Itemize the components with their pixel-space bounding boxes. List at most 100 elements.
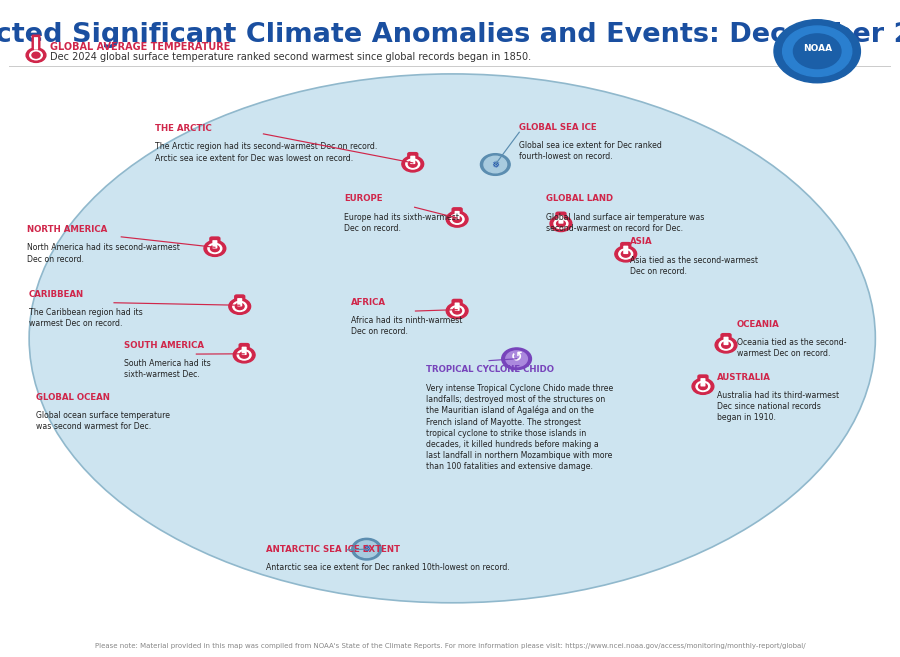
Circle shape xyxy=(550,215,572,231)
FancyBboxPatch shape xyxy=(454,211,460,219)
Text: Asia tied as the second-warmest
Dec on record.: Asia tied as the second-warmest Dec on r… xyxy=(630,256,758,276)
FancyBboxPatch shape xyxy=(700,378,706,386)
Text: ASIA: ASIA xyxy=(630,237,652,246)
Text: NORTH AMERICA: NORTH AMERICA xyxy=(27,225,107,235)
Circle shape xyxy=(446,303,468,319)
Circle shape xyxy=(453,216,462,222)
Circle shape xyxy=(446,212,468,227)
FancyBboxPatch shape xyxy=(234,294,246,308)
Text: OCEANIA: OCEANIA xyxy=(737,320,779,329)
Circle shape xyxy=(692,378,714,394)
FancyBboxPatch shape xyxy=(698,374,708,388)
Circle shape xyxy=(696,381,710,392)
FancyBboxPatch shape xyxy=(452,299,463,313)
Circle shape xyxy=(453,307,462,314)
Circle shape xyxy=(484,156,507,173)
Circle shape xyxy=(208,243,221,254)
Text: The Arctic region had its second-warmest Dec on record.
Arctic sea ice extent fo: The Arctic region had its second-warmest… xyxy=(156,143,378,162)
Circle shape xyxy=(450,306,464,316)
Text: Selected Significant Climate Anomalies and Events: December 2024: Selected Significant Climate Anomalies a… xyxy=(0,22,900,49)
Circle shape xyxy=(211,245,220,252)
Text: AFRICA: AFRICA xyxy=(351,298,385,307)
FancyBboxPatch shape xyxy=(620,242,632,256)
Text: Dec 2024 global surface temperature ranked second warmest since global records b: Dec 2024 global surface temperature rank… xyxy=(50,52,532,62)
Circle shape xyxy=(556,221,565,227)
Circle shape xyxy=(716,337,737,353)
FancyBboxPatch shape xyxy=(238,298,242,306)
Text: ❅: ❅ xyxy=(363,544,371,554)
Text: GLOBAL AVERAGE TEMPERATURE: GLOBAL AVERAGE TEMPERATURE xyxy=(50,42,230,52)
Text: ↺: ↺ xyxy=(511,350,522,365)
FancyBboxPatch shape xyxy=(623,246,628,254)
FancyBboxPatch shape xyxy=(558,215,563,223)
FancyBboxPatch shape xyxy=(32,34,40,51)
Text: Antarctic sea ice extent for Dec ranked 10th-lowest on record.: Antarctic sea ice extent for Dec ranked … xyxy=(266,563,510,572)
Text: Global sea ice extent for Dec ranked
fourth-lowest on record.: Global sea ice extent for Dec ranked fou… xyxy=(519,141,662,161)
Circle shape xyxy=(204,240,226,256)
Ellipse shape xyxy=(29,74,876,603)
Circle shape xyxy=(619,249,633,259)
Circle shape xyxy=(239,351,248,358)
Circle shape xyxy=(501,348,531,370)
Circle shape xyxy=(794,34,841,68)
Circle shape xyxy=(722,342,731,348)
Circle shape xyxy=(698,383,707,390)
Circle shape xyxy=(719,340,733,350)
Circle shape xyxy=(238,350,251,360)
FancyBboxPatch shape xyxy=(212,240,218,248)
FancyBboxPatch shape xyxy=(452,207,463,221)
Text: Australia had its third-warmest
Dec since national records
began in 1910.: Australia had its third-warmest Dec sinc… xyxy=(717,391,840,422)
Circle shape xyxy=(506,351,527,367)
Circle shape xyxy=(229,298,250,314)
Circle shape xyxy=(30,51,42,60)
Circle shape xyxy=(402,156,424,172)
Text: ANTARCTIC SEA ICE EXTENT: ANTARCTIC SEA ICE EXTENT xyxy=(266,545,400,554)
Text: GLOBAL LAND: GLOBAL LAND xyxy=(546,194,613,203)
Circle shape xyxy=(450,214,464,224)
FancyBboxPatch shape xyxy=(34,37,38,50)
Text: GLOBAL OCEAN: GLOBAL OCEAN xyxy=(36,393,110,402)
Text: Africa had its ninth-warmest
Dec on record.: Africa had its ninth-warmest Dec on reco… xyxy=(351,316,462,336)
Text: North America had its second-warmest
Dec on record.: North America had its second-warmest Dec… xyxy=(27,244,180,263)
FancyBboxPatch shape xyxy=(410,156,415,164)
Circle shape xyxy=(615,246,636,262)
Circle shape xyxy=(356,541,378,557)
Circle shape xyxy=(352,538,382,560)
Text: TROPICAL CYCLONE CHIDO: TROPICAL CYCLONE CHIDO xyxy=(426,365,554,374)
Text: EUROPE: EUROPE xyxy=(345,194,382,203)
Text: Global ocean surface temperature
was second warmest for Dec.: Global ocean surface temperature was sec… xyxy=(36,411,169,431)
Circle shape xyxy=(32,53,40,58)
Text: The Caribbean region had its
warmest Dec on record.: The Caribbean region had its warmest Dec… xyxy=(29,308,142,328)
Text: ❅: ❅ xyxy=(491,160,500,170)
Text: Europe had its sixth-warmest
Dec on record.: Europe had its sixth-warmest Dec on reco… xyxy=(345,212,459,233)
Circle shape xyxy=(554,219,568,229)
Text: AUSTRALIA: AUSTRALIA xyxy=(717,373,771,382)
Text: CARIBBEAN: CARIBBEAN xyxy=(29,290,84,299)
Circle shape xyxy=(481,154,510,175)
Text: Oceania tied as the second-
warmest Dec on record.: Oceania tied as the second- warmest Dec … xyxy=(737,338,846,359)
FancyBboxPatch shape xyxy=(720,333,732,347)
FancyBboxPatch shape xyxy=(555,212,567,225)
FancyBboxPatch shape xyxy=(241,347,247,355)
Circle shape xyxy=(26,48,46,62)
FancyBboxPatch shape xyxy=(454,302,460,311)
Text: South America had its
sixth-warmest Dec.: South America had its sixth-warmest Dec. xyxy=(124,359,212,380)
Text: Very intense Tropical Cyclone Chido made three
landfalls; destroyed most of the : Very intense Tropical Cyclone Chido made… xyxy=(426,384,613,471)
FancyBboxPatch shape xyxy=(724,336,729,345)
Text: THE ARCTIC: THE ARCTIC xyxy=(156,124,212,133)
Circle shape xyxy=(409,161,417,167)
FancyBboxPatch shape xyxy=(238,343,250,357)
Circle shape xyxy=(233,347,255,363)
Text: Global land surface air temperature was
second-warmest on record for Dec.: Global land surface air temperature was … xyxy=(546,212,705,233)
FancyBboxPatch shape xyxy=(407,152,418,166)
FancyBboxPatch shape xyxy=(209,237,220,250)
Circle shape xyxy=(406,159,419,169)
Text: NOAA: NOAA xyxy=(803,44,832,53)
Circle shape xyxy=(783,26,851,76)
Text: GLOBAL SEA ICE: GLOBAL SEA ICE xyxy=(519,123,597,131)
Circle shape xyxy=(621,251,630,257)
Text: Please note: Material provided in this map was compiled from NOAA's State of the: Please note: Material provided in this m… xyxy=(94,643,806,649)
Circle shape xyxy=(233,302,247,311)
Circle shape xyxy=(236,304,244,309)
Circle shape xyxy=(774,20,860,83)
